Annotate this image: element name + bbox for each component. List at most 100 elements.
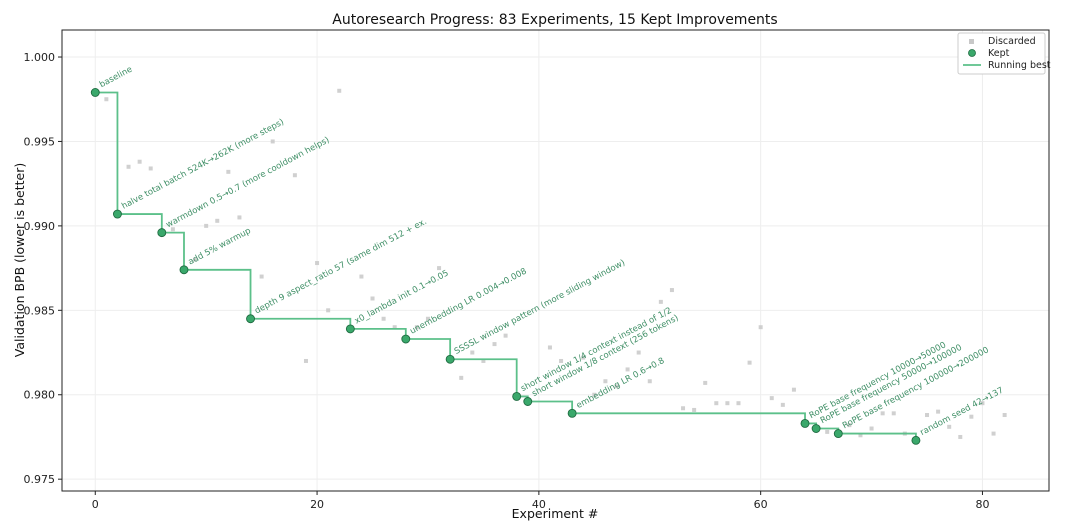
discarded-point-49 [780, 402, 785, 407]
x-tick-label-1: 20 [310, 498, 324, 511]
discarded-point-29 [547, 345, 552, 350]
discarded-point-25 [470, 350, 475, 355]
discarded-point-59 [936, 409, 941, 414]
kept-point-14 [911, 435, 921, 445]
x-axis-label: Experiment # [512, 506, 599, 521]
kept-point-0 [90, 88, 100, 97]
discarded-point-12 [292, 173, 297, 178]
discarded-point-20 [392, 325, 397, 330]
discarded-point-55 [880, 411, 885, 416]
kept-point-3 [179, 265, 189, 275]
legend-discarded-label: Discarded [988, 36, 1036, 47]
x-tick-label-4: 80 [975, 498, 989, 511]
discarded-point-17 [359, 274, 364, 279]
discarded-point-1 [126, 164, 131, 169]
y-tick-label-1: 0.980 [24, 389, 56, 402]
discarded-point-8 [226, 169, 231, 174]
kept-point-5 [345, 324, 355, 334]
discarded-point-61 [958, 434, 963, 439]
discarded-point-44 [725, 401, 730, 406]
discarded-point-7 [215, 218, 220, 223]
x-tick-label-3: 60 [754, 498, 768, 511]
x-tick-label-2: 40 [532, 498, 546, 511]
discarded-point-5 [193, 257, 198, 262]
discarded-point-19 [381, 316, 386, 321]
discarded-point-63 [980, 401, 985, 406]
discarded-point-34 [614, 384, 619, 389]
kept-point-2 [157, 228, 167, 238]
discarded-point-48 [769, 396, 774, 401]
kept-point-12 [811, 424, 821, 433]
discarded-point-18 [370, 296, 375, 301]
discarded-point-47 [758, 325, 763, 330]
discarded-point-40 [681, 406, 686, 411]
kept-points [90, 88, 921, 445]
discarded-point-13 [303, 358, 308, 363]
discarded-point-33 [603, 379, 608, 384]
kept-point-7 [445, 354, 455, 364]
legend-box [957, 32, 1046, 75]
discarded-point-62 [969, 414, 974, 419]
discarded-point-15 [326, 308, 331, 313]
kept-point-1 [112, 209, 122, 219]
y-tick-label-5: 1.000 [24, 51, 56, 64]
discarded-point-28 [503, 333, 508, 338]
legend-item-kept: Kept [968, 48, 1010, 59]
discarded-point-52 [847, 423, 852, 428]
kept-point-8 [512, 391, 522, 401]
legend: Discarded Kept Running best [957, 32, 1051, 75]
discarded-point-16 [337, 88, 342, 93]
discarded-point-56 [891, 411, 896, 416]
legend-item-running-best: Running best [963, 60, 1051, 71]
discarded-point-4 [170, 227, 175, 232]
discarded-point-22 [425, 316, 430, 321]
discarded-point-23 [437, 266, 442, 271]
discarded-point-43 [714, 401, 719, 406]
discarded-point-10 [259, 274, 264, 279]
discarded-point-41 [692, 407, 697, 412]
kept-point-13 [833, 429, 843, 439]
discarded-point-36 [636, 350, 641, 355]
y-axis-label: Validation BPB (lower is better) [12, 163, 27, 357]
x-tick-label-0: 0 [92, 498, 99, 511]
legend-item-discarded: Discarded [969, 36, 1036, 47]
discarded-point-37 [647, 379, 652, 384]
discarded-point-24 [459, 375, 464, 380]
discarded-point-9 [237, 215, 242, 220]
legend-discarded-marker [969, 39, 974, 44]
discarded-point-6 [204, 223, 209, 228]
discarded-point-2 [137, 159, 142, 164]
discarded-point-32 [592, 392, 597, 397]
discarded-point-54 [869, 426, 874, 431]
y-tick-label-2: 0.985 [24, 304, 56, 317]
kept-point-6 [401, 334, 411, 344]
discarded-point-30 [559, 358, 564, 363]
discarded-point-3 [148, 166, 153, 171]
discarded-point-45 [736, 401, 741, 406]
discarded-point-42 [703, 380, 708, 385]
discarded-point-21 [414, 325, 419, 330]
x-axis-ticks: 0 20 40 60 80 [92, 491, 989, 511]
discarded-point-26 [481, 358, 486, 363]
kept-point-10 [567, 408, 577, 418]
discarded-point-35 [625, 367, 630, 372]
grid [62, 30, 1049, 491]
plot-frame [61, 29, 1050, 492]
legend-kept-marker [968, 49, 976, 57]
kept-point-4 [246, 314, 255, 324]
discarded-point-14 [315, 261, 320, 266]
y-tick-label-4: 0.995 [24, 135, 56, 148]
discarded-point-60 [947, 424, 952, 429]
discarded-point-38 [658, 299, 663, 304]
discarded-point-50 [791, 387, 796, 392]
legend-kept-label: Kept [988, 48, 1010, 59]
discarded-point-0 [104, 97, 109, 102]
discarded-point-64 [991, 431, 996, 436]
discarded-point-11 [270, 139, 275, 144]
legend-running-best-label: Running best [988, 60, 1051, 71]
discarded-point-51 [825, 429, 830, 434]
discarded-point-39 [669, 288, 674, 293]
y-tick-label-0: 0.975 [24, 473, 56, 486]
